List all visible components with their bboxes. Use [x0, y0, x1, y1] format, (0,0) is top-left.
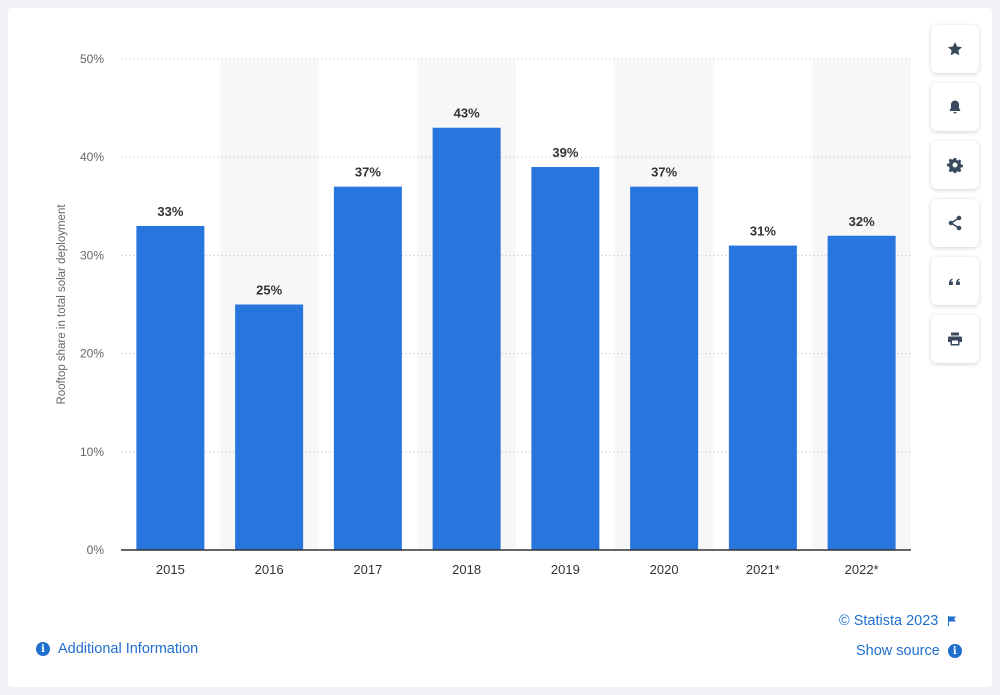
additional-information-link[interactable]: i Additional Information — [36, 641, 198, 657]
bar — [827, 235, 896, 550]
y-axis-label: Rooftop share in total solar deployment — [56, 204, 68, 405]
x-tick-label: 2018 — [452, 562, 481, 577]
additional-information-label: Additional Information — [58, 641, 199, 657]
bar — [630, 186, 699, 550]
bar-value-label: 37% — [355, 165, 381, 180]
print-icon — [948, 332, 962, 346]
bar-value-label: 31% — [750, 224, 776, 239]
show-source-label: Show source — [856, 643, 940, 659]
y-tick-label: 10% — [80, 445, 104, 459]
bar — [432, 127, 501, 551]
favorite-button[interactable] — [931, 25, 979, 73]
y-tick-label: 50% — [80, 52, 104, 66]
bar-value-label: 43% — [454, 106, 480, 121]
x-tick-label: 2015 — [156, 562, 185, 577]
copyright-notice: © Statista 2023 — [839, 613, 958, 629]
x-tick-label: 2022* — [845, 562, 879, 577]
bar — [531, 167, 600, 550]
y-tick-label: 0% — [87, 543, 105, 557]
y-tick-label: 30% — [80, 248, 104, 262]
y-tick-label: 40% — [80, 150, 104, 164]
star-icon — [948, 42, 962, 56]
notification-button[interactable] — [931, 83, 979, 131]
cite-button[interactable] — [931, 257, 979, 305]
bar-value-label: 25% — [256, 283, 282, 298]
share-icon — [948, 215, 962, 231]
share-button[interactable] — [931, 199, 979, 247]
print-button[interactable] — [931, 315, 979, 363]
x-tick-label: 2019 — [551, 562, 580, 577]
bar — [235, 304, 304, 550]
copyright-text: © Statista 2023 — [839, 613, 939, 629]
flag-icon[interactable] — [946, 615, 958, 627]
y-tick-label: 20% — [80, 347, 104, 361]
bar — [728, 245, 797, 550]
x-tick-label: 2016 — [255, 562, 284, 577]
settings-button[interactable] — [931, 141, 979, 189]
toolbar-sidebar — [931, 25, 979, 373]
bar — [136, 225, 205, 550]
info-icon: i — [947, 644, 962, 658]
x-tick-label: 2020 — [650, 562, 679, 577]
bar — [333, 186, 402, 550]
bar-value-label: 39% — [552, 145, 578, 160]
bar-value-label: 37% — [651, 165, 677, 180]
show-source-link[interactable]: Show source i — [856, 643, 962, 659]
bar-value-label: 33% — [157, 204, 183, 219]
x-tick-label: 2017 — [353, 562, 382, 577]
info-icon: i — [36, 642, 50, 656]
x-tick-label: 2021* — [746, 562, 780, 577]
gear-icon — [947, 158, 963, 173]
quote-icon — [949, 278, 960, 285]
bar-value-label: 32% — [849, 214, 875, 229]
bell-icon — [949, 100, 961, 114]
